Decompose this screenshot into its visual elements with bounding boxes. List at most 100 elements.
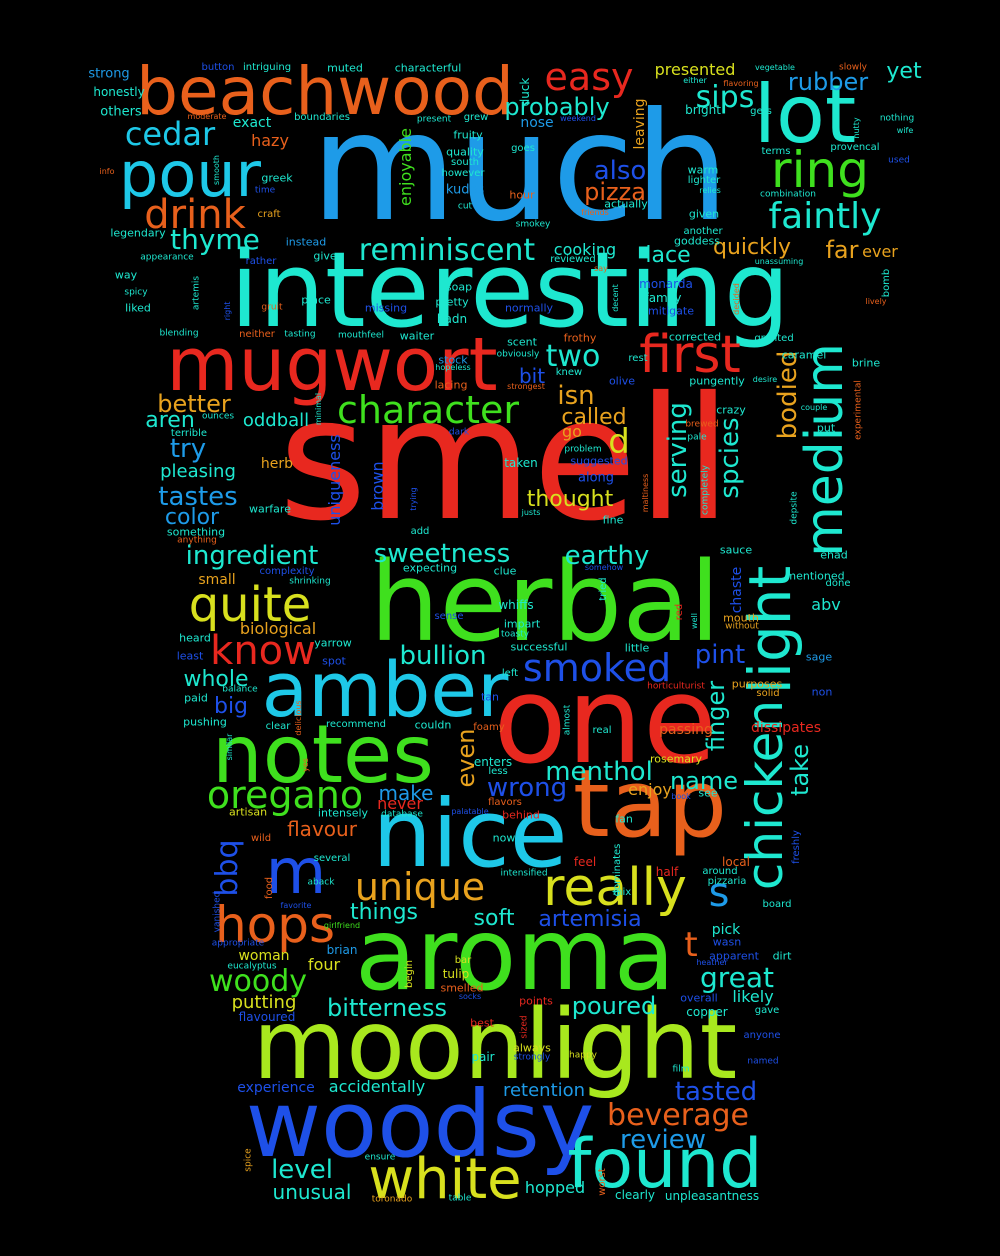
cloud-word: family	[644, 291, 682, 305]
cloud-word: really	[543, 858, 687, 918]
cloud-word: character	[337, 388, 519, 432]
cloud-word: solid	[756, 688, 780, 699]
cloud-word: spice	[243, 1148, 254, 1172]
cloud-word: legendary	[110, 226, 166, 240]
cloud-word: right	[223, 301, 232, 321]
cloud-word: button	[201, 62, 235, 73]
cloud-word: bodied	[773, 350, 803, 440]
cloud-word: olive	[608, 374, 636, 388]
cloud-word: heard	[179, 631, 211, 645]
cloud-word: desire	[752, 375, 778, 384]
cloud-word: smokey	[515, 219, 551, 230]
cloud-word: brewed	[685, 419, 719, 430]
cloud-word: also	[593, 156, 647, 186]
cloud-word: strongest	[507, 382, 545, 391]
cloud-word: herbal	[369, 538, 721, 666]
cloud-word: nice	[372, 780, 568, 889]
cloud-word: girlfriend	[323, 921, 361, 930]
cloud-word: freshly	[791, 830, 802, 864]
cloud-word: quickly	[713, 235, 791, 260]
cloud-word: anything	[177, 535, 217, 546]
cloud-word: m	[265, 835, 327, 908]
cloud-word: apparent	[709, 949, 759, 963]
cloud-word: moonlight	[252, 989, 738, 1101]
cloud-word: earthy	[564, 541, 650, 571]
cloud-word: named	[747, 1056, 779, 1067]
cloud-word: biological	[239, 619, 317, 638]
cloud-word: take	[786, 744, 814, 796]
cloud-word: exact	[232, 115, 272, 131]
cloud-word: sips	[695, 80, 755, 115]
cloud-word: wild	[250, 833, 272, 844]
cloud-word: probably	[504, 93, 610, 121]
cloud-word: oregano	[206, 773, 364, 817]
cloud-word: gruit	[261, 302, 283, 313]
cloud-word: provencal	[830, 142, 880, 153]
cloud-word: pizza	[584, 178, 646, 206]
cloud-word: fan	[615, 812, 633, 826]
cloud-word: spcies	[715, 417, 745, 499]
cloud-word: points	[519, 994, 553, 1008]
cloud-word: know	[210, 628, 316, 674]
cloud-word: menthol	[545, 757, 653, 787]
cloud-word: hazy	[251, 131, 289, 150]
cloud-word: white	[368, 1147, 522, 1212]
cloud-word: overall	[680, 991, 718, 1005]
cloud-word: cooking	[553, 240, 617, 259]
cloud-word: moderate	[187, 112, 227, 121]
cloud-word: experience	[237, 1080, 315, 1096]
cloud-word: intensely	[317, 806, 369, 820]
cloud-word: wife	[896, 126, 914, 135]
cloud-word: bullion	[399, 641, 487, 671]
cloud-word: honestly	[93, 85, 145, 99]
cloud-word: tan	[480, 690, 500, 704]
cloud-word: clue	[493, 564, 517, 578]
cloud-word: see	[698, 786, 718, 800]
cloud-word: hadn	[436, 312, 468, 326]
cloud-word: artemisia	[538, 907, 642, 932]
cloud-word: terrible	[170, 428, 208, 439]
cloud-word: bitterness	[327, 994, 447, 1022]
cloud-word: favorite	[280, 901, 312, 910]
cloud-word: liked	[125, 301, 151, 315]
cloud-word: lot	[753, 68, 857, 161]
cloud-word: recommend	[326, 719, 386, 730]
cloud-word: way	[114, 268, 138, 282]
cloud-word: hopeless	[435, 363, 471, 372]
cloud-word: put	[816, 421, 836, 435]
cloud-word: rubber	[787, 68, 869, 96]
cloud-word: greek	[261, 171, 293, 185]
cloud-word: terms	[761, 146, 791, 157]
cloud-word: fine	[602, 513, 624, 527]
cloud-word: blending	[159, 328, 199, 339]
cloud-word: instead	[285, 235, 327, 249]
cloud-word: food	[264, 876, 275, 900]
cloud-word: film	[672, 1064, 690, 1075]
cloud-word: make	[378, 781, 434, 805]
cloud-word: uniqueness	[325, 434, 344, 526]
cloud-word: pair	[471, 1050, 495, 1064]
cloud-word: warfare	[249, 502, 291, 516]
cloud-word: feel	[573, 855, 597, 869]
cloud-word: medium	[795, 343, 855, 557]
cloud-word: ounces	[201, 411, 235, 422]
cloud-word: less	[488, 766, 508, 777]
cloud-word: non	[811, 685, 833, 699]
cloud-word: soap	[445, 280, 473, 294]
cloud-word: least	[176, 649, 204, 663]
cloud-word: enjoyable	[396, 128, 415, 206]
cloud-word: mouth	[723, 611, 759, 625]
cloud-word: big	[213, 694, 249, 719]
cloud-word: now	[492, 831, 516, 845]
cloud-word: level	[271, 1155, 333, 1185]
cloud-word: complexity	[259, 566, 315, 577]
cloud-word: called	[561, 405, 627, 430]
cloud-word: putting	[231, 992, 297, 1013]
cloud-word: isn	[557, 381, 595, 411]
cloud-word: crazy	[716, 403, 746, 417]
cloud-word: thought	[526, 487, 614, 512]
cloud-word: database	[381, 809, 423, 820]
cloud-word: poured	[571, 992, 657, 1020]
cloud-word: decent	[611, 284, 620, 312]
cloud-word: relies	[699, 186, 721, 195]
